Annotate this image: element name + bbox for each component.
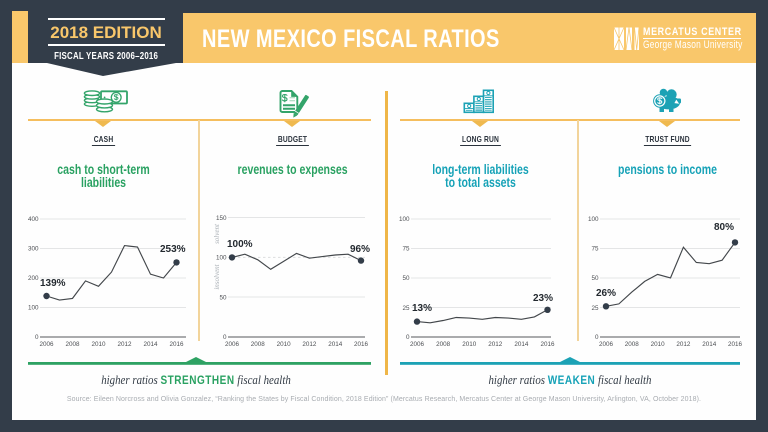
- svg-text:2014: 2014: [143, 341, 158, 348]
- svg-text:75: 75: [402, 246, 410, 253]
- svg-text:23%: 23%: [533, 293, 553, 304]
- svg-text:100: 100: [216, 255, 227, 262]
- svg-text:0: 0: [406, 334, 410, 341]
- svg-text:2010: 2010: [651, 341, 666, 348]
- svg-text:400: 400: [28, 216, 39, 223]
- svg-text:100: 100: [399, 216, 410, 223]
- svg-text:50: 50: [591, 275, 599, 282]
- svg-text:0: 0: [35, 334, 39, 341]
- svg-text:300: 300: [28, 246, 39, 253]
- svg-text:solvent: solvent: [213, 223, 221, 244]
- svg-text:100: 100: [588, 216, 599, 223]
- svg-text:2010: 2010: [277, 341, 292, 348]
- svg-text:2008: 2008: [251, 341, 266, 348]
- svg-text:0: 0: [223, 334, 227, 341]
- svg-text:2008: 2008: [65, 341, 80, 348]
- svg-text:13%: 13%: [412, 303, 432, 314]
- svg-text:100%: 100%: [227, 239, 253, 250]
- svg-text:26%: 26%: [596, 288, 616, 299]
- svg-text:2016: 2016: [354, 341, 369, 348]
- svg-text:2006: 2006: [410, 341, 425, 348]
- svg-text:2012: 2012: [676, 341, 691, 348]
- svg-text:2014: 2014: [514, 341, 529, 348]
- svg-text:2006: 2006: [39, 341, 54, 348]
- svg-text:80%: 80%: [714, 222, 734, 233]
- svg-text:2010: 2010: [462, 341, 477, 348]
- svg-text:2012: 2012: [302, 341, 317, 348]
- svg-text:insolvent: insolvent: [213, 263, 221, 289]
- svg-text:2014: 2014: [328, 341, 343, 348]
- svg-text:100: 100: [28, 305, 39, 312]
- svg-text:253%: 253%: [160, 244, 186, 255]
- svg-text:50: 50: [402, 275, 410, 282]
- svg-text:200: 200: [28, 275, 39, 282]
- svg-text:25: 25: [402, 305, 410, 312]
- svg-text:2006: 2006: [225, 341, 240, 348]
- svg-text:2008: 2008: [625, 341, 640, 348]
- svg-text:50: 50: [219, 294, 227, 301]
- svg-text:2012: 2012: [488, 341, 503, 348]
- svg-text:150: 150: [216, 215, 227, 222]
- svg-text:2010: 2010: [91, 341, 106, 348]
- svg-text:139%: 139%: [40, 278, 66, 289]
- svg-text:2016: 2016: [728, 341, 743, 348]
- svg-text:75: 75: [591, 246, 599, 253]
- svg-text:2008: 2008: [436, 341, 451, 348]
- svg-text:2016: 2016: [540, 341, 555, 348]
- svg-text:0: 0: [595, 334, 599, 341]
- svg-text:2014: 2014: [702, 341, 717, 348]
- svg-text:2016: 2016: [169, 341, 184, 348]
- svg-text:96%: 96%: [350, 244, 370, 255]
- svg-text:2012: 2012: [117, 341, 132, 348]
- svg-text:2006: 2006: [599, 341, 614, 348]
- svg-text:25: 25: [591, 305, 599, 312]
